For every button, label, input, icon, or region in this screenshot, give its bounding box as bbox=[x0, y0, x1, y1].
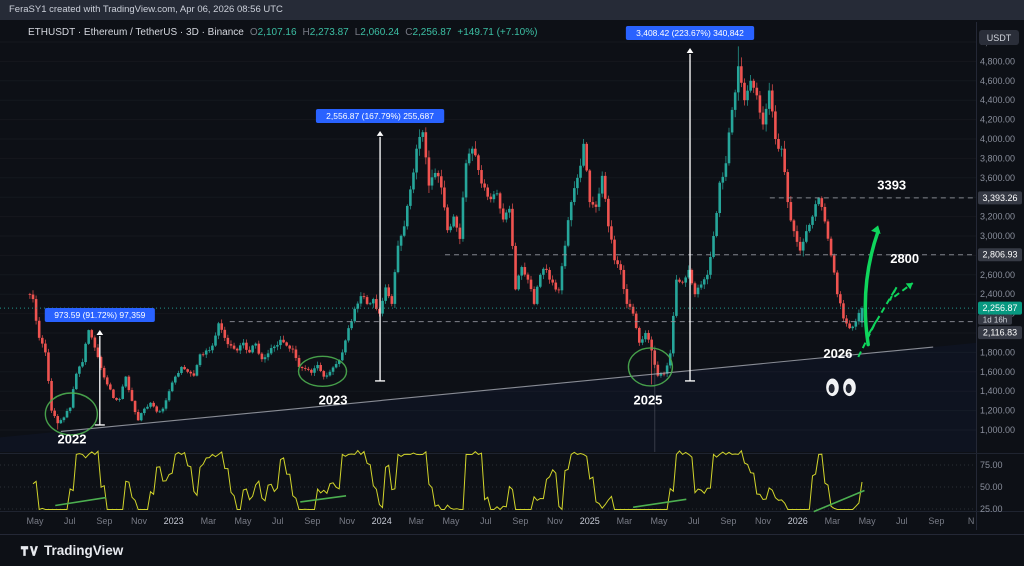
high-value: 2,273.87 bbox=[309, 27, 349, 38]
svg-text:4,400.00: 4,400.00 bbox=[980, 95, 1015, 105]
svg-text:Sep: Sep bbox=[928, 516, 944, 526]
svg-text:May: May bbox=[26, 516, 44, 526]
tradingview-logo[interactable]: TradingView bbox=[20, 543, 123, 558]
svg-text:2,556.87 (167.79%) 255,687: 2,556.87 (167.79%) 255,687 bbox=[326, 111, 434, 121]
time-axis[interactable] bbox=[0, 512, 976, 532]
svg-text:3,000.00: 3,000.00 bbox=[980, 231, 1015, 241]
attribution-text: FeraSY1 created with TradingView.com, Ap… bbox=[9, 4, 283, 15]
tradingview-logo-icon bbox=[20, 545, 38, 556]
svg-text:Jul: Jul bbox=[272, 516, 284, 526]
svg-text:Mar: Mar bbox=[409, 516, 425, 526]
svg-text:May: May bbox=[235, 516, 253, 526]
svg-text:973.59 (91.72%) 97,359: 973.59 (91.72%) 97,359 bbox=[54, 310, 145, 320]
svg-text:1d 16h: 1d 16h bbox=[983, 316, 1007, 325]
svg-text:3,800.00: 3,800.00 bbox=[980, 153, 1015, 163]
bottom-toolbar: TradingView bbox=[0, 534, 1024, 566]
change-value: +149.71 (+7.10%) bbox=[457, 27, 538, 38]
svg-text:3,393.26: 3,393.26 bbox=[982, 193, 1017, 203]
circle-highlight-drawings[interactable] bbox=[44, 347, 674, 436]
svg-text:2026: 2026 bbox=[823, 346, 852, 361]
svg-text:4,200.00: 4,200.00 bbox=[980, 115, 1015, 125]
svg-text:1,800.00: 1,800.00 bbox=[980, 347, 1015, 357]
svg-text:Jul: Jul bbox=[688, 516, 700, 526]
svg-text:1,200.00: 1,200.00 bbox=[980, 406, 1015, 416]
svg-text:2025: 2025 bbox=[633, 392, 662, 407]
candlestick-series[interactable] bbox=[28, 46, 864, 430]
currency-unit-button[interactable]: USDT bbox=[979, 30, 1019, 45]
time-axis-labels: May Jul Sep Nov 2023 Mar May Jul Sep Nov 2024 Mar Ma… bbox=[26, 516, 974, 526]
svg-text:4,600.00: 4,600.00 bbox=[980, 76, 1015, 86]
svg-text:4,800.00: 4,800.00 bbox=[980, 56, 1015, 66]
attribution-bar: FeraSY1 created with TradingView.com, Ap… bbox=[0, 0, 1024, 20]
chart-background-shade bbox=[0, 342, 976, 452]
close-label: C bbox=[405, 27, 413, 38]
svg-text:2022: 2022 bbox=[58, 432, 87, 447]
svg-text:50.00: 50.00 bbox=[980, 482, 1003, 492]
svg-text:Nov: Nov bbox=[131, 516, 148, 526]
svg-text:2023: 2023 bbox=[164, 516, 184, 526]
svg-text:2,400.00: 2,400.00 bbox=[980, 289, 1015, 299]
svg-text:3,600.00: 3,600.00 bbox=[980, 173, 1015, 183]
svg-text:2,256.87: 2,256.87 bbox=[982, 303, 1017, 313]
svg-text:May: May bbox=[859, 516, 877, 526]
svg-text:2800: 2800 bbox=[890, 251, 919, 266]
svg-text:1,000.00: 1,000.00 bbox=[980, 425, 1015, 435]
price-gridlines bbox=[0, 42, 976, 430]
eyes-emoji bbox=[826, 378, 856, 397]
symbol-legend[interactable]: ETHUSDT · Ethereum / TetherUS · 3D · Bin… bbox=[28, 27, 537, 38]
open-value: 2,107.16 bbox=[257, 27, 297, 38]
svg-text:Mar: Mar bbox=[825, 516, 841, 526]
svg-text:Jul: Jul bbox=[480, 516, 492, 526]
svg-text:Sep: Sep bbox=[512, 516, 528, 526]
close-value: 2,256.87 bbox=[412, 27, 452, 38]
svg-text:1,600.00: 1,600.00 bbox=[980, 367, 1015, 377]
svg-text:75.00: 75.00 bbox=[980, 460, 1003, 470]
tradingview-logo-text: TradingView bbox=[44, 543, 124, 558]
svg-text:Nov: Nov bbox=[755, 516, 772, 526]
svg-text:4,000.00: 4,000.00 bbox=[980, 134, 1015, 144]
text-annotations[interactable]: 2022 2023 2025 2026 3393 2800 bbox=[58, 177, 920, 446]
trend-arrow-drawings[interactable] bbox=[857, 225, 914, 358]
price-range-measurement[interactable]: 3,408.42 (223.67%) 340,842 bbox=[625, 26, 755, 382]
svg-text:2023: 2023 bbox=[319, 392, 348, 407]
price-range-measurement[interactable]: 2,556.87 (167.79%) 255,687 bbox=[315, 108, 445, 382]
low-label: L bbox=[354, 27, 361, 38]
svg-text:25.00: 25.00 bbox=[980, 504, 1003, 514]
svg-text:Sep: Sep bbox=[720, 516, 736, 526]
svg-text:Jul: Jul bbox=[896, 516, 908, 526]
svg-text:1,400.00: 1,400.00 bbox=[980, 386, 1015, 396]
svg-text:Sep: Sep bbox=[96, 516, 112, 526]
high-label: H bbox=[302, 27, 310, 38]
svg-text:May: May bbox=[651, 516, 669, 526]
symbol-title[interactable]: ETHUSDT · Ethereum / TetherUS · 3D · Bin… bbox=[28, 27, 244, 38]
rsi-line bbox=[32, 449, 863, 511]
svg-text:May: May bbox=[443, 516, 461, 526]
price-range-measurement[interactable]: 973.59 (91.72%) 97,359 bbox=[44, 307, 155, 426]
chart-canvas[interactable]: 973.59 (91.72%) 97,359 2,556.87 (167.79%)… bbox=[0, 0, 1024, 534]
low-value: 2,060.24 bbox=[360, 27, 400, 38]
svg-text:Mar: Mar bbox=[201, 516, 217, 526]
svg-text:2025: 2025 bbox=[580, 516, 600, 526]
svg-text:Nov: Nov bbox=[547, 516, 564, 526]
horizontal-level-lines[interactable] bbox=[229, 197, 976, 323]
svg-text:Sep: Sep bbox=[304, 516, 320, 526]
svg-text:N: N bbox=[968, 516, 975, 526]
svg-text:2026: 2026 bbox=[788, 516, 808, 526]
svg-text:3393: 3393 bbox=[877, 177, 906, 192]
svg-text:Nov: Nov bbox=[339, 516, 356, 526]
svg-text:3,200.00: 3,200.00 bbox=[980, 212, 1015, 222]
open-label: O bbox=[249, 27, 258, 38]
svg-text:2,116.83: 2,116.83 bbox=[983, 328, 1017, 338]
rsi-indicator-pane[interactable]: 75.00 50.00 25.00 bbox=[0, 449, 1024, 514]
svg-text:2024: 2024 bbox=[372, 516, 392, 526]
svg-text:Mar: Mar bbox=[617, 516, 633, 526]
svg-text:Jul: Jul bbox=[64, 516, 76, 526]
svg-text:3,408.42 (223.67%) 340,842: 3,408.42 (223.67%) 340,842 bbox=[636, 28, 744, 38]
svg-text:2,600.00: 2,600.00 bbox=[980, 270, 1015, 280]
price-axis-badges: 3,393.26 2,806.93 2,256.87 1d 16h 2,116.83 bbox=[978, 191, 1022, 340]
price-axis[interactable] bbox=[976, 20, 1024, 512]
support-trendline-drawing[interactable] bbox=[60, 346, 934, 433]
svg-text:2,806.93: 2,806.93 bbox=[982, 250, 1017, 260]
